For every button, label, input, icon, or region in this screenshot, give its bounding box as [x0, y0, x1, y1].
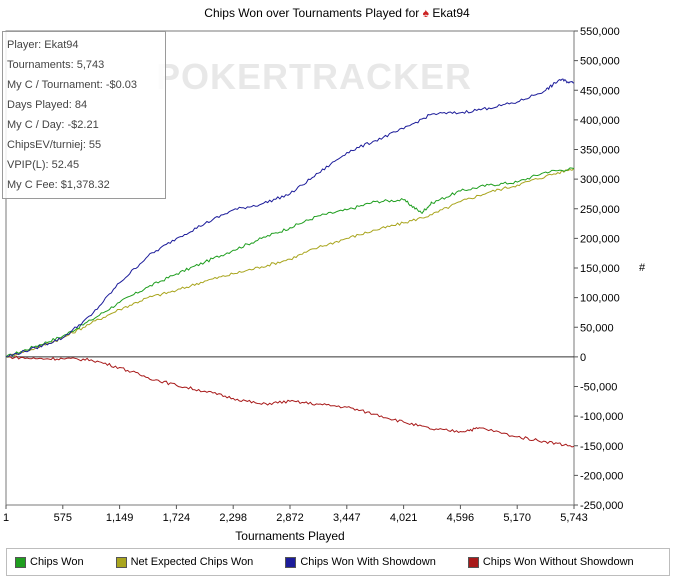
x-tick-label: 5,743	[560, 512, 588, 524]
x-tick-label: 1,724	[163, 512, 191, 524]
y-tick-label: 450,000	[580, 85, 620, 97]
y-tick-label: 300,000	[580, 174, 620, 186]
stat-tournaments: Tournaments: 5,743	[7, 59, 105, 71]
y-tick-label: -100,000	[580, 411, 623, 423]
stats-box: Player: Ekat94 Tournaments: 5,743 My C /…	[2, 31, 166, 199]
y-tick-label: 50,000	[580, 322, 614, 334]
legend-swatch	[15, 556, 26, 568]
series-lines	[5, 78, 575, 448]
x-tick-label: 4,021	[390, 512, 418, 524]
x-tick-label: 575	[54, 512, 72, 524]
x-tick-label: 1	[3, 512, 9, 524]
x-tick-label: 1,149	[106, 512, 134, 524]
pokertracker-watermark: POKERTRACKER	[156, 56, 473, 97]
y-tick-label: 350,000	[580, 145, 620, 157]
x-axis-ticks: 1 575 1,149 1,724 2,298 2,872 3,447 4,021 4,596 5…	[3, 505, 588, 524]
y-tick-label: -50,000	[580, 382, 617, 394]
y-tick-label: 150,000	[580, 263, 620, 275]
chart-title: Chips Won over Tournaments Played for ♠ …	[0, 6, 674, 20]
legend-item-net-expected[interactable]: Net Expected Chips Won	[115, 556, 254, 568]
stat-chips-per-tournament: My C / Tournament: -$0.03	[7, 79, 138, 91]
legend-item-without-showdown[interactable]: Chips Won Without Showdown	[467, 556, 634, 568]
x-tick-label: 2,872	[276, 512, 304, 524]
y-tick-label: -150,000	[580, 441, 623, 453]
chart-title-player: Ekat94	[432, 6, 470, 20]
legend: Chips Won Net Expected Chips Won Chips W…	[6, 548, 670, 576]
legend-label: Net Expected Chips Won	[130, 556, 254, 568]
x-axis-label: Tournaments Played	[235, 529, 345, 543]
y-tick-label: 400,000	[580, 115, 620, 127]
y-tick-label: -200,000	[580, 470, 623, 482]
stat-fee: My C Fee: $1,378.32	[7, 179, 110, 191]
legend-swatch	[285, 556, 297, 568]
series-line-net-expected-chips-won	[5, 168, 575, 358]
x-tick-label: 2,298	[219, 512, 247, 524]
legend-label: Chips Won Without Showdown	[482, 556, 634, 568]
x-tick-label: 3,447	[333, 512, 361, 524]
chart-title-prefix: Chips Won over Tournaments Played for	[204, 6, 420, 20]
legend-item-with-showdown[interactable]: Chips Won With Showdown	[285, 556, 436, 568]
stat-player: Player: Ekat94	[7, 39, 79, 51]
series-line-chips-won-with-showdown	[5, 78, 575, 358]
legend-label: Chips Won With Showdown	[300, 556, 436, 568]
legend-swatch	[115, 556, 127, 568]
y-tick-label: 500,000	[580, 56, 620, 68]
y-tick-label: 250,000	[580, 204, 620, 216]
series-line-chips-won	[5, 167, 575, 358]
legend-swatch	[467, 556, 479, 568]
stat-chips-per-day: My C / Day: -$2.21	[7, 119, 99, 131]
legend-label: Chips Won	[30, 556, 84, 568]
y-tick-label: 100,000	[580, 293, 620, 305]
x-tick-label: 5,170	[503, 512, 531, 524]
x-tick-label: 4,596	[447, 512, 475, 524]
series-line-chips-won-without-showdown	[5, 355, 575, 448]
legend-item-chips-won[interactable]: Chips Won	[15, 556, 84, 568]
stat-days-played: Days Played: 84	[7, 99, 88, 111]
spade-icon: ♠	[422, 6, 429, 20]
y-tick-label: 0	[580, 352, 586, 364]
stat-chipsev: ChipsEV/turniej: 55	[7, 139, 102, 151]
y-axis-label: #	[639, 262, 646, 274]
y-tick-label: 550,000	[580, 26, 620, 38]
stat-vpip: VPIP(L): 52.45	[7, 159, 80, 171]
y-axis-ticks: 550,000 500,000 450,000 400,000 350,000 300,0…	[6, 26, 623, 512]
y-tick-label: -250,000	[580, 500, 623, 512]
y-tick-label: 200,000	[580, 233, 620, 245]
